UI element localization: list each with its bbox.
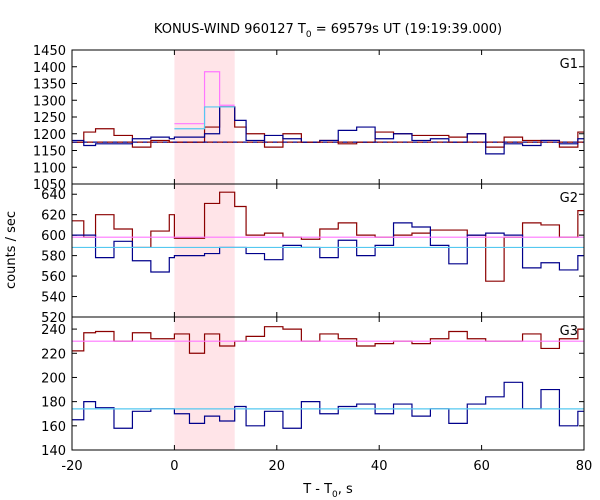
y-tick-label: 220: [41, 347, 66, 362]
y-tick-label: 560: [41, 270, 66, 285]
x-tick-label: -20: [61, 459, 82, 474]
y-tick-label: 1300: [33, 94, 66, 109]
x-axis-label-sub: 0: [332, 490, 338, 500]
y-tick-label: 1250: [33, 111, 66, 126]
x-tick-label: 60: [473, 459, 490, 474]
y-tick-label: 1450: [33, 44, 66, 59]
x-tick-label: 40: [371, 459, 388, 474]
y-tick-label: 1100: [33, 161, 66, 176]
series-1-line: [72, 106, 584, 148]
panel-frame: [71, 49, 585, 185]
x-axis-label-main: T - T: [302, 482, 332, 497]
chart-title-main: KONUS-WIND 960127 T: [154, 22, 306, 37]
plot-area: 105011001150120012501300135014001450G152…: [33, 44, 592, 474]
x-tick-label: 80: [576, 459, 593, 474]
y-tick-label: 1350: [33, 78, 66, 93]
y-tick-label: 1150: [33, 145, 66, 160]
series-2-line: [72, 106, 584, 155]
series-2-line: [72, 222, 584, 273]
y-tick-label: 620: [41, 209, 66, 224]
y-tick-label: 600: [41, 229, 66, 244]
x-axis-label: T - T0, s: [302, 482, 353, 500]
y-tick-label: 1200: [33, 128, 66, 143]
panel-label: G2: [560, 191, 578, 206]
y-tick-label: 140: [41, 444, 66, 459]
panel-frame: [71, 183, 585, 318]
y-axis-label: counts / sec: [4, 211, 19, 289]
panel-g3: 140 160 180 200 220 240 G3: [41, 316, 585, 459]
panel-frame: [71, 316, 585, 451]
y-tick-label: 240: [41, 323, 66, 338]
panel-label: G3: [560, 324, 578, 339]
x-tick-label: 0: [170, 459, 178, 474]
chart-title: KONUS-WIND 960127 T0 = 69579s UT (19:19:…: [154, 22, 502, 40]
y-tick-label: 1400: [33, 61, 66, 76]
y-tick-label: 1050: [33, 178, 66, 193]
series-1-line: [72, 326, 584, 354]
series-3-line: [174, 71, 235, 125]
y-tick-label: 640: [41, 188, 66, 203]
panel-label: G1: [560, 57, 578, 72]
y-tick-label: 200: [41, 371, 66, 386]
series-1-line: [72, 191, 584, 282]
y-tick-label: 580: [41, 250, 66, 265]
x-axis-label-rest: , s: [338, 482, 353, 497]
y-tick-label: 180: [41, 396, 66, 411]
panel-g2: 520 540 560 580 600 620 640 G2: [41, 183, 585, 326]
chart-title-rest: = 69579s UT (19:19:39.000): [312, 22, 502, 37]
y-tick-label: 520: [41, 311, 66, 326]
chart-title-sub: 0: [306, 30, 312, 40]
y-tick-label: 160: [41, 420, 66, 435]
series-4-line: [174, 106, 235, 130]
series-2-line: [72, 381, 584, 429]
x-tick-label: 20: [269, 459, 286, 474]
y-tick-label: 540: [41, 291, 66, 306]
